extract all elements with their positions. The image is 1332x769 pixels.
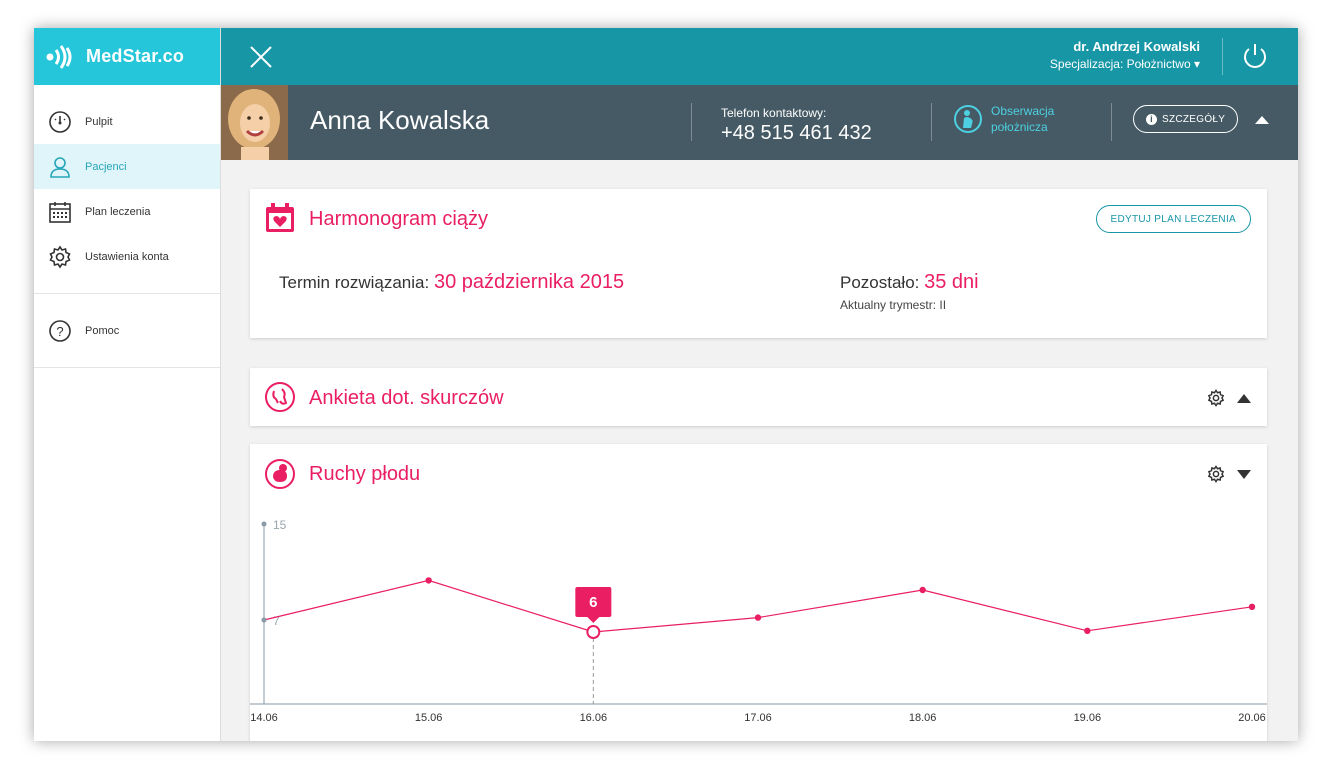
- patient-bar: Anna Kowalska Telefon kontaktowy: +48 51…: [221, 85, 1298, 160]
- data-point: [754, 614, 762, 621]
- divider: [1111, 103, 1112, 141]
- details-label: SZCZEGÓŁY: [1162, 113, 1226, 125]
- divider: [1222, 38, 1223, 75]
- data-point: [425, 577, 432, 584]
- settings-gear-icon[interactable]: [1207, 465, 1225, 483]
- value-tooltip: [575, 587, 612, 617]
- observation-status[interactable]: Obserwacja położnicza: [953, 103, 1054, 135]
- pregnancy-schedule-card: Harmonogram ciąży EDYTUJ PLAN LECZENIA T…: [250, 189, 1267, 338]
- due-date: Termin rozwiązania: 30 października 2015: [279, 271, 624, 294]
- fetal-movements-card: Ruchy płodu 15 7 14.06 15.06 16.06 17.06 18.06…: [250, 444, 1267, 741]
- card-title: Harmonogram ciąży: [309, 208, 488, 230]
- question-icon: ?: [48, 319, 72, 343]
- patient-name: Anna Kowalska: [310, 105, 490, 135]
- y-tick-label: 7: [273, 614, 280, 628]
- medstar-logo-icon: [46, 44, 72, 69]
- y-tick-dot: [261, 521, 267, 527]
- phone-value[interactable]: +48 515 461 432: [721, 122, 872, 144]
- sidebar-item-plan-leczenia[interactable]: Plan leczenia: [34, 189, 220, 234]
- fetus-icon: [265, 459, 295, 489]
- info-icon: i: [1146, 113, 1157, 125]
- x-tick-label: 19.06: [1074, 712, 1102, 724]
- settings-gear-icon[interactable]: [1207, 389, 1225, 407]
- pregnant-woman-icon: [954, 105, 982, 133]
- current-trimester: Aktualny trymestr: II: [840, 298, 947, 312]
- contraction-icon: [265, 382, 295, 412]
- data-point: [1248, 603, 1256, 610]
- card-title: Ruchy płodu: [309, 463, 421, 485]
- sidebar: MedStar.co Pulpit Pacjenci Plan leczenia: [34, 28, 221, 741]
- y-tick-label: 15: [273, 518, 287, 532]
- data-point: [919, 586, 926, 594]
- card-title: Ankieta dot. skurczów: [309, 387, 504, 409]
- doctor-info[interactable]: dr. Andrzej Kowalski Specjalizacja: Poło…: [1050, 39, 1200, 71]
- sidebar-item-pulpit[interactable]: Pulpit: [34, 99, 220, 144]
- edit-treatment-plan-button[interactable]: EDYTUJ PLAN LECZENIA: [1095, 205, 1251, 233]
- x-tick-label: 16.06: [580, 712, 608, 724]
- gauge-icon: [48, 110, 72, 134]
- contractions-survey-card: Ankieta dot. skurczów: [250, 368, 1267, 426]
- remaining-time: Pozostało: 35 dni: [840, 271, 979, 294]
- sidebar-item-pomoc[interactable]: ? Pomoc: [34, 308, 220, 353]
- observation-line2: położnicza: [991, 120, 1048, 134]
- specialization-dropdown[interactable]: Specjalizacja: Położnictwo ▾: [1049, 57, 1200, 71]
- avatar-image: [221, 85, 288, 160]
- top-bar: dr. Andrzej Kowalski Specjalizacja: Poło…: [221, 28, 1298, 85]
- value-tooltip-label: 6: [589, 594, 597, 611]
- divider: [931, 103, 932, 141]
- caret-up-icon[interactable]: [1237, 393, 1251, 403]
- data-point-highlight: [586, 625, 601, 639]
- calendar-heart-icon: [266, 203, 294, 232]
- data-point: [1084, 627, 1091, 634]
- calendar-icon: [48, 200, 72, 224]
- sidebar-item-label: Ustawienia konta: [85, 250, 169, 263]
- help-section: ? Pomoc: [34, 293, 220, 368]
- patient-phone: Telefon kontaktowy: +48 515 461 432: [721, 106, 872, 145]
- sidebar-item-label: Pacjenci: [85, 160, 127, 173]
- remaining-label: Pozostało:: [840, 273, 920, 292]
- app-window: MedStar.co Pulpit Pacjenci Plan leczenia: [34, 28, 1298, 741]
- sidebar-item-label: Pomoc: [85, 324, 120, 337]
- caret-up-icon[interactable]: [1254, 113, 1270, 125]
- due-value: 30 października 2015: [433, 271, 625, 293]
- main-nav: Pulpit Pacjenci Plan leczenia Ustawienia…: [34, 99, 220, 279]
- series-line: [263, 579, 1253, 633]
- patient-avatar: [221, 85, 288, 160]
- logo-text: MedStar.co: [86, 46, 185, 66]
- x-tick-label: 14.06: [250, 712, 278, 724]
- gear-icon: [48, 245, 72, 269]
- caret-down-icon[interactable]: [1237, 470, 1251, 480]
- sidebar-item-pacjenci[interactable]: Pacjenci: [34, 144, 220, 189]
- sidebar-item-ustawienia-konta[interactable]: Ustawienia konta: [34, 234, 220, 279]
- details-button[interactable]: i SZCZEGÓŁY: [1133, 105, 1239, 133]
- remaining-value: 35 dni: [924, 271, 979, 293]
- x-tick-label: 18.06: [909, 712, 937, 724]
- close-icon[interactable]: [247, 43, 275, 71]
- logo[interactable]: MedStar.co: [34, 28, 220, 85]
- x-tick-label: 15.06: [415, 712, 443, 724]
- data-point: [261, 617, 267, 623]
- observation-line1: Obserwacja: [991, 104, 1055, 118]
- phone-label: Telefon kontaktowy:: [721, 106, 827, 120]
- x-tick-label: 17.06: [744, 712, 772, 724]
- divider: [691, 103, 692, 141]
- value-tooltip-arrow: [587, 617, 600, 623]
- fetal-movements-chart: 15 7 14.06 15.06 16.06 17.06 18.06 19.06 20.06 6: [250, 518, 1267, 724]
- x-tick-label: 20.06: [1238, 712, 1266, 724]
- person-icon: [48, 155, 72, 179]
- due-label: Termin rozwiązania:: [279, 273, 430, 292]
- doctor-name: dr. Andrzej Kowalski: [1073, 39, 1200, 54]
- svg-text:?: ?: [56, 324, 63, 339]
- sidebar-item-label: Pulpit: [85, 115, 113, 128]
- power-icon[interactable]: [1240, 41, 1270, 71]
- sidebar-item-label: Plan leczenia: [85, 205, 151, 218]
